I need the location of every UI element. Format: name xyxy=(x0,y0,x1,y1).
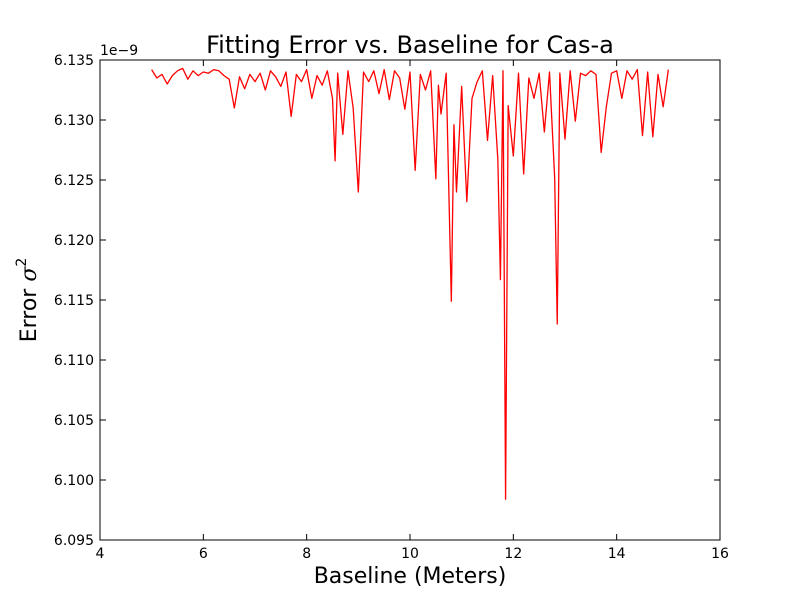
x-axis-label: Baseline (Meters) xyxy=(314,564,507,589)
plot-line-layer xyxy=(151,67,669,500)
x-tick-label: 14 xyxy=(608,546,626,562)
y-tick-label: 6.105 xyxy=(54,413,94,429)
y-offset-text: 1e−9 xyxy=(100,43,138,59)
x-tick-label: 4 xyxy=(96,546,105,562)
y-axis-label-symbol: σ xyxy=(17,266,42,282)
x-tick-label: 16 xyxy=(711,546,729,562)
y-tick-label: 6.095 xyxy=(54,533,94,549)
x-tick-label: 10 xyxy=(401,546,419,562)
y-tick-label: 6.125 xyxy=(54,173,94,189)
y-axis-label-base: Error xyxy=(17,282,42,343)
y-tick-label: 6.100 xyxy=(54,473,94,489)
y-axis-label-exponent: 2 xyxy=(14,258,30,267)
y-tick-label: 6.135 xyxy=(54,53,94,69)
x-tick-label: 6 xyxy=(199,546,208,562)
chart-title: Fitting Error vs. Baseline for Cas-a xyxy=(206,31,614,59)
y-tick-label: 6.110 xyxy=(54,353,94,369)
y-tick-label: 6.130 xyxy=(54,113,94,129)
x-tick-label: 12 xyxy=(504,546,522,562)
y-axis-label: Error σ2 xyxy=(14,258,42,343)
ticks-layer: 4 6 8 10 12 14 16 6.095 6.100 6.105 6.110 6.115 6.12… xyxy=(54,53,729,562)
y-tick-label: 6.120 xyxy=(54,233,94,249)
plot-frame xyxy=(99,59,721,541)
x-tick-label: 8 xyxy=(302,546,311,562)
y-tick-label: 6.115 xyxy=(54,293,94,309)
series-line-0 xyxy=(151,67,669,500)
